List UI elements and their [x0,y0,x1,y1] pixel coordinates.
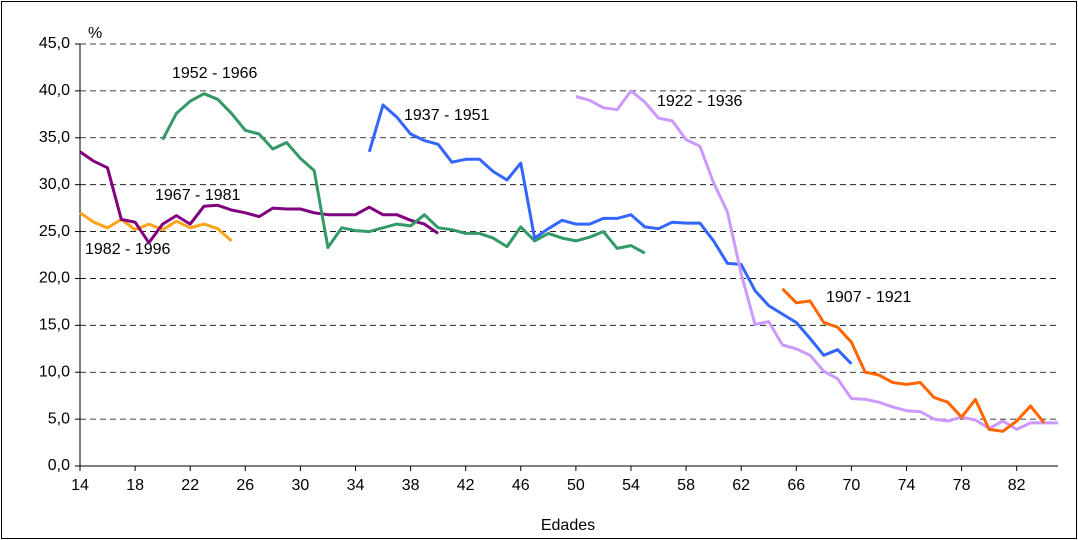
y-tick-label: 20,0 [39,270,70,287]
y-tick-label: 45,0 [39,35,70,52]
series-line [161,92,646,255]
x-tick-label: 46 [512,477,530,494]
y-tick-label: 35,0 [39,129,70,146]
y-tick-label: 40,0 [39,82,70,99]
series-label: 1937 - 1951 [404,107,490,124]
series-line [781,287,1046,433]
y-tick-label: 15,0 [39,317,70,334]
x-tick-label: 42 [457,477,475,494]
x-tick-label: 26 [236,477,254,494]
x-tick-label: 54 [622,477,640,494]
series-line [79,150,439,245]
x-tick-label: 78 [953,477,971,494]
x-tick-label: 50 [567,477,585,494]
x-tick-label: 22 [181,477,199,494]
y-tick-label: 10,0 [39,363,70,380]
series-label: 1982 - 1996 [85,241,171,258]
series-line [575,89,1058,431]
x-tick-label: 30 [291,477,309,494]
series-label: 1922 - 1936 [657,93,743,110]
series-label: 1952 - 1966 [172,65,258,82]
x-tick-label: 82 [1008,477,1026,494]
x-axis-label: Edades [541,517,595,534]
series-line [79,211,233,243]
x-tick-label: 14 [71,477,89,494]
y-tick-label: 30,0 [39,176,70,193]
series-label: 1907 - 1921 [826,289,912,306]
y-tick-label: 25,0 [39,223,70,240]
series-label: 1967 - 1981 [155,187,241,204]
y-tick-label: 5,0 [48,410,70,427]
y-tick-label: 0,0 [48,457,70,474]
x-tick-label: 66 [787,477,805,494]
x-tick-label: 34 [347,477,365,494]
x-tick-label: 38 [402,477,420,494]
x-tick-label: 18 [126,477,144,494]
x-tick-label: 74 [898,477,916,494]
x-tick-label: 70 [842,477,860,494]
x-tick-label: 62 [732,477,750,494]
series-line [367,103,853,365]
x-tick-label: 58 [677,477,695,494]
y-axis-label: % [88,25,102,42]
